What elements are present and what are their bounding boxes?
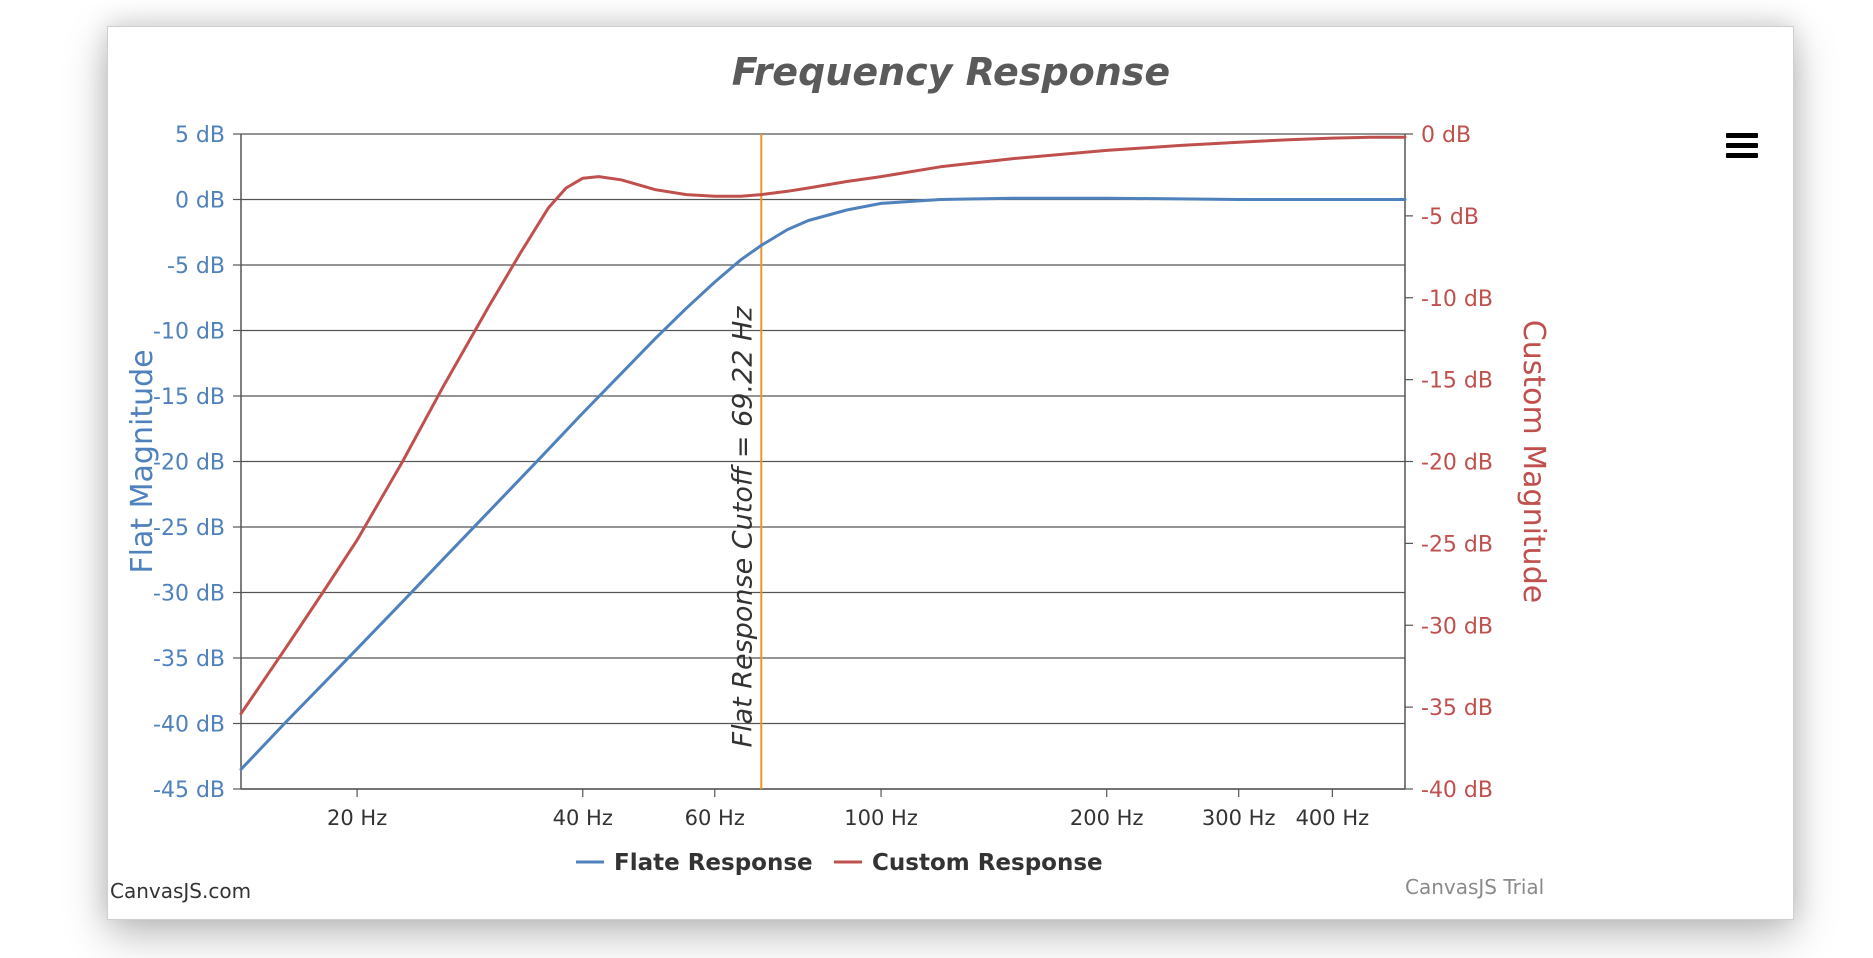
cutoff-strip-line: Flat Response Cutoff = 69.22 Hz [727,134,763,789]
legend-label: Custom Response [872,850,1103,876]
y-right-tick-label: -25 dB [1421,532,1493,557]
hamburger-menu-icon[interactable] [1724,131,1760,161]
y-right-tick-label: 0 dB [1421,123,1471,148]
y-left-tick-label: -20 dB [153,451,225,476]
frequency-response-chart: Frequency Response 5 dB 0 dB -5 dB -10 dB -1… [125,50,1551,876]
legend-label: Flate Response [614,850,813,876]
x-tick-label: 300 Hz [1202,806,1276,830]
x-tick-label: 40 Hz [553,806,613,830]
x-tick-label: 20 Hz [327,806,387,830]
y-left-tick-label: -25 dB [153,516,225,541]
y-left-tick-label: 0 dB [175,189,225,214]
y-left-tick-label: 5 dB [175,123,225,148]
y-left-tick-label: -30 dB [153,582,225,607]
series-line-custom-response [239,135,1407,716]
y-left-tick-label: -35 dB [153,647,225,672]
axes: 5 dB 0 dB -5 dB -10 dB -15 dB -20 dB -25 dB -30… [153,123,1493,830]
y-axis-left-title: Flat Magnitude [125,349,160,573]
x-tick-label: 100 Hz [844,806,918,830]
y-left-tick-label: -45 dB [153,778,225,803]
series-layer [239,135,1407,771]
y-right-tick-label: -20 dB [1421,451,1493,476]
y-right-tick-label: -35 dB [1421,696,1493,721]
y-right-tick-label: -10 dB [1421,287,1493,312]
y-right-tick-label: -5 dB [1421,205,1479,230]
y-left-tick-label: -10 dB [153,320,225,345]
chart-container: Frequency Response 5 dB 0 dB -5 dB -10 dB -1… [107,26,1794,920]
x-tick-label: 400 Hz [1296,806,1370,830]
chart-title: Frequency Response [732,50,1170,94]
y-right-tick-label: -40 dB [1421,778,1493,803]
y-right-tick-label: -15 dB [1421,369,1493,394]
y-left-tick-label: -40 dB [153,713,225,738]
canvasjs-credit-link[interactable]: CanvasJS.com [110,879,252,903]
y-left-tick-label: -5 dB [167,254,225,279]
trial-watermark: CanvasJS Trial [1405,875,1545,899]
y-right-tick-label: -30 dB [1421,614,1493,639]
legend[interactable]: Flate Response Custom Response [576,850,1103,876]
x-tick-label: 60 Hz [685,806,745,830]
y-left-tick-label: -15 dB [153,385,225,410]
series-line-flate-response [239,196,1407,771]
grid-lines [241,133,1405,790]
cutoff-label: Flat Response Cutoff = 69.22 Hz [727,306,758,748]
x-tick-label: 200 Hz [1070,806,1144,830]
y-axis-right-title: Custom Magnitude [1516,320,1551,603]
